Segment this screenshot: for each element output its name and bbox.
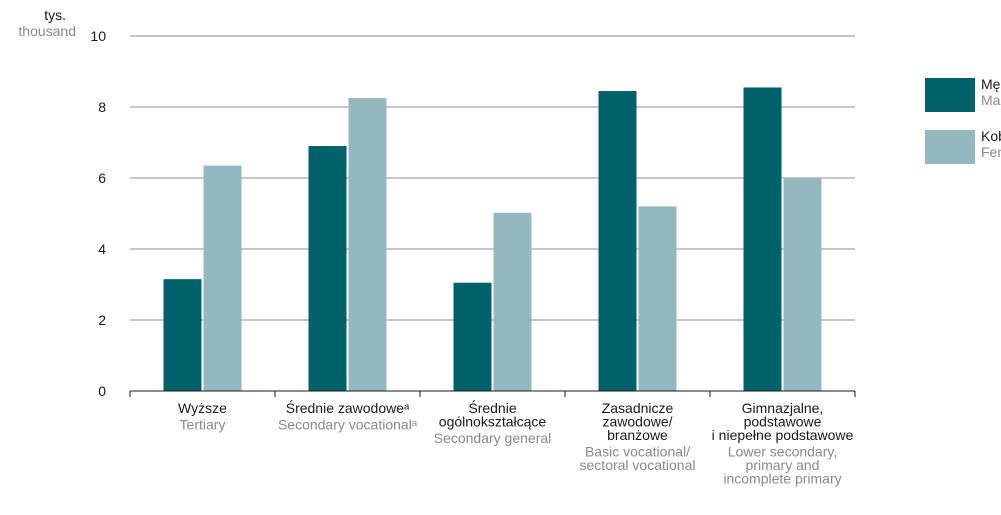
bar-males xyxy=(163,279,202,391)
legend-label-males-en: Males xyxy=(981,92,1001,108)
legend-swatch-females xyxy=(925,130,975,164)
bar-females xyxy=(348,98,387,391)
legend-label-males-pl: Mężczyźni xyxy=(981,76,1001,92)
legend-label-females-en: Females xyxy=(981,144,1001,160)
legend: Mężczyźni Males Kobiety Females xyxy=(925,76,1001,180)
legend-label-females-pl: Kobiety xyxy=(981,128,1001,144)
bar-males xyxy=(743,87,782,391)
category-label-pl: Gimnazjalne, xyxy=(742,400,824,416)
category-label-en: incomplete primary xyxy=(723,471,841,487)
gridlines xyxy=(130,35,855,321)
y-tick-label: 4 xyxy=(98,241,106,257)
category-label-pl: zawodowe/ xyxy=(602,414,672,430)
legend-item-females: Kobiety Females xyxy=(925,128,1001,180)
category-label-pl: Średnie xyxy=(468,399,516,416)
category-label-pl: Wyższe xyxy=(178,400,227,416)
bar-females xyxy=(638,206,677,391)
y-axis-unit: tys.thousand xyxy=(18,7,76,39)
category-label-pl: branżowe xyxy=(607,427,668,443)
category-label-pl: podstawowe xyxy=(744,414,822,430)
bar-females xyxy=(203,165,242,391)
bar-males xyxy=(598,91,637,392)
y-tick-label: 10 xyxy=(90,28,106,44)
y-axis: 0 2 4 6 8 10 xyxy=(90,28,106,399)
category-label-en: Tertiary xyxy=(180,417,226,433)
y-unit-label-en: thousand xyxy=(18,23,76,39)
bar-males xyxy=(308,146,347,391)
bars xyxy=(163,87,822,392)
y-unit-label-pl: tys. xyxy=(44,7,66,23)
category-label-pl: ogólnokształcące xyxy=(439,414,547,430)
legend-swatch-males xyxy=(925,78,975,112)
category-label-pl: i niepełne podstawowe xyxy=(712,427,854,443)
category-label-en: Secondary general xyxy=(434,430,552,446)
category-label-en: Basic vocational/ xyxy=(585,444,690,460)
bar-males xyxy=(453,282,492,391)
category-label-en: Secondary vocationalᵃ xyxy=(278,417,418,433)
category-label-en: Lower secondary, xyxy=(728,444,837,460)
category-label-pl: Średnie zawodoweᵃ xyxy=(286,399,410,416)
category-label-en: sectoral vocational xyxy=(580,457,696,473)
y-tick-label: 8 xyxy=(98,99,106,115)
y-tick-label: 2 xyxy=(98,312,106,328)
legend-item-males: Mężczyźni Males xyxy=(925,76,1001,128)
category-label-en: primary and xyxy=(746,457,820,473)
category-label-pl: Zasadnicze xyxy=(602,400,674,416)
bar-females xyxy=(783,178,822,391)
y-tick-label: 0 xyxy=(98,383,106,399)
bar-females xyxy=(493,212,532,391)
y-tick-label: 6 xyxy=(98,170,106,186)
